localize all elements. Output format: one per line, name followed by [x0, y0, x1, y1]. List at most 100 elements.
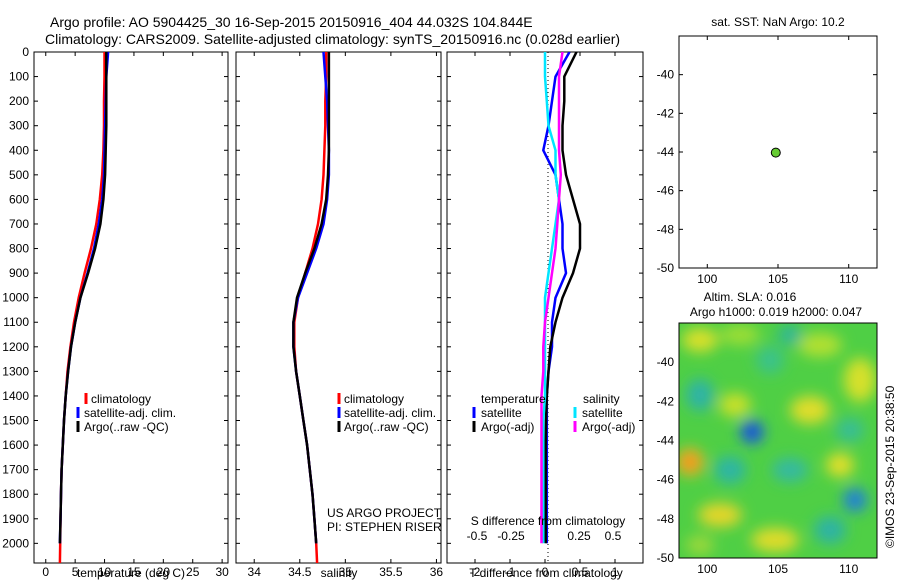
y-tick-label: 1500 [2, 414, 29, 428]
y-tick-label: 1900 [2, 512, 29, 526]
legend-label: climatology [91, 392, 151, 406]
sla-heatmap [679, 323, 877, 558]
x2-tick-label: 0.5 [605, 529, 622, 543]
x-tick-label: -2 [470, 565, 481, 579]
y-tick-label: 200 [9, 94, 29, 108]
x-tick-label: 15 [127, 565, 141, 579]
y-tick-label: 1600 [2, 438, 29, 452]
salinity-legend: climatology satellite-adj. clim. Argo(..… [327, 392, 442, 534]
y-tick-label: -46 [657, 473, 675, 487]
y-tick-label: 1800 [2, 487, 29, 501]
y-tick-label: 2000 [2, 536, 29, 550]
y-tick-label: -50 [657, 261, 675, 275]
y-tick-label: 600 [9, 192, 29, 206]
y-tick-label: -44 [657, 434, 675, 448]
y-tick-label: 1300 [2, 364, 29, 378]
difference-x2label: S difference from climatology [471, 514, 626, 528]
legend-label: Argo(-adj) [481, 420, 534, 434]
series-line-argo [58, 52, 108, 544]
y-tick-label: 1400 [2, 389, 29, 403]
pi-annotation: PI: STEPHEN RISER [327, 520, 442, 534]
difference-legend: temperature salinity satellite Argo(-adj… [472, 392, 635, 434]
x-tick-label: 1 [612, 565, 619, 579]
legend-label: Argo(..raw -QC) [344, 420, 429, 434]
y-tick-label: 900 [9, 266, 29, 280]
sst-location-points [770, 147, 781, 158]
legend-label: satellite [481, 406, 522, 420]
difference-ticks: -2 -1 0 0.5 1-0.5 -0.25 0 0.25 0.5 [447, 51, 643, 579]
temperature-legend: climatology satellite-adj. clim. Argo(..… [76, 392, 176, 434]
y-tick-label: -50 [657, 551, 675, 565]
salinity-ticks: 34 34.5 35 35.5 36 [236, 51, 444, 579]
x-tick-label: 34.5 [288, 565, 312, 579]
x-tick-label: 110 [839, 272, 858, 286]
y-tick-label: 1700 [2, 463, 29, 477]
header-line-1: Argo profile: AO 5904425_30 16-Sep-2015 … [50, 14, 533, 30]
series-line-climatology [293, 52, 328, 563]
y-tick-label: 300 [9, 119, 29, 133]
difference-xlabel: T difference from climatology [469, 566, 623, 580]
series-line-sat-T [542, 52, 571, 544]
imos-credit: ©IMOS 23-Sep-2015 20:38:50 [883, 385, 897, 548]
salinity-axes [235, 51, 442, 564]
y-tick-label: -42 [657, 394, 675, 408]
x2-tick-label: 0.25 [567, 529, 591, 543]
y-tick-label: -48 [657, 222, 675, 236]
x-tick-label: 0.5 [572, 565, 589, 579]
x-tick-label: 10 [98, 565, 112, 579]
y-tick-label: 400 [9, 143, 29, 157]
series-line-climatology [58, 52, 106, 563]
y-tick-label: 800 [9, 242, 29, 256]
temperature-ticks: 0 5 10 15 20 25 300100200300400500600700800900… [2, 45, 229, 579]
series-line-argo-adj-S [540, 52, 564, 544]
legend-label: satellite-adj. clim. [84, 406, 176, 420]
x-tick-label: 34 [248, 565, 262, 579]
y-tick-label: 1000 [2, 291, 29, 305]
legend-label: Argo(..raw -QC) [84, 420, 169, 434]
legend-label: climatology [344, 392, 404, 406]
y-tick-label: 100 [9, 70, 29, 84]
series-line-sat-S [542, 52, 561, 544]
y-tick-label: -40 [657, 355, 675, 369]
x-tick-label: 105 [768, 562, 788, 576]
x-tick-label: 110 [839, 562, 858, 576]
y-tick-label: 500 [9, 168, 29, 182]
y-tick-label: -44 [657, 145, 675, 159]
salinity-series [292, 52, 331, 563]
y-tick-label: 0 [22, 45, 29, 59]
series-line-satellite [292, 52, 331, 544]
salinity-xlabel: salinity [321, 566, 358, 580]
x2-tick-label: -0.5 [467, 529, 488, 543]
difference-series [540, 52, 582, 544]
legend-label: satellite [582, 406, 623, 420]
x-tick-label: 35 [339, 565, 353, 579]
y-tick-label: -40 [657, 68, 675, 82]
x-tick-label: 0 [542, 565, 549, 579]
x-tick-label: 100 [697, 272, 717, 286]
series-line-argo [292, 52, 331, 544]
legend-title-salinity: salinity [583, 392, 620, 406]
x-tick-label: 5 [72, 565, 79, 579]
y-tick-label: 1100 [3, 315, 29, 329]
argo-location-point [770, 147, 781, 158]
y-tick-label: -48 [657, 512, 675, 526]
y-tick-label: -42 [657, 106, 675, 120]
x-tick-label: 35.5 [379, 565, 403, 579]
header-line-2: Climatology: CARS2009. Satellite-adjuste… [45, 31, 620, 47]
x-tick-label: 100 [697, 562, 717, 576]
legend-label: Argo(-adj) [582, 420, 635, 434]
x2-tick-label: -0.25 [497, 529, 525, 543]
x-tick-label: 36 [430, 565, 444, 579]
temperature-xlabel: temperature (deg C) [77, 566, 185, 580]
sla-map-frame [678, 322, 878, 559]
x-tick-label: 105 [768, 272, 788, 286]
sst-location-ticks: 100 105 110 -40 -42 -44 -46 -48 -50 [657, 36, 877, 286]
y-tick-label: 1200 [2, 340, 29, 354]
y-tick-label: -46 [657, 184, 675, 198]
x-tick-label: 30 [215, 565, 229, 579]
legend-label: satellite-adj. clim. [344, 406, 436, 420]
x-tick-label: 20 [157, 565, 171, 579]
sla-subtitle: Argo h1000: 0.019 h2000: 0.047 [690, 305, 862, 319]
project-annotation: US ARGO PROJECT [327, 506, 442, 520]
